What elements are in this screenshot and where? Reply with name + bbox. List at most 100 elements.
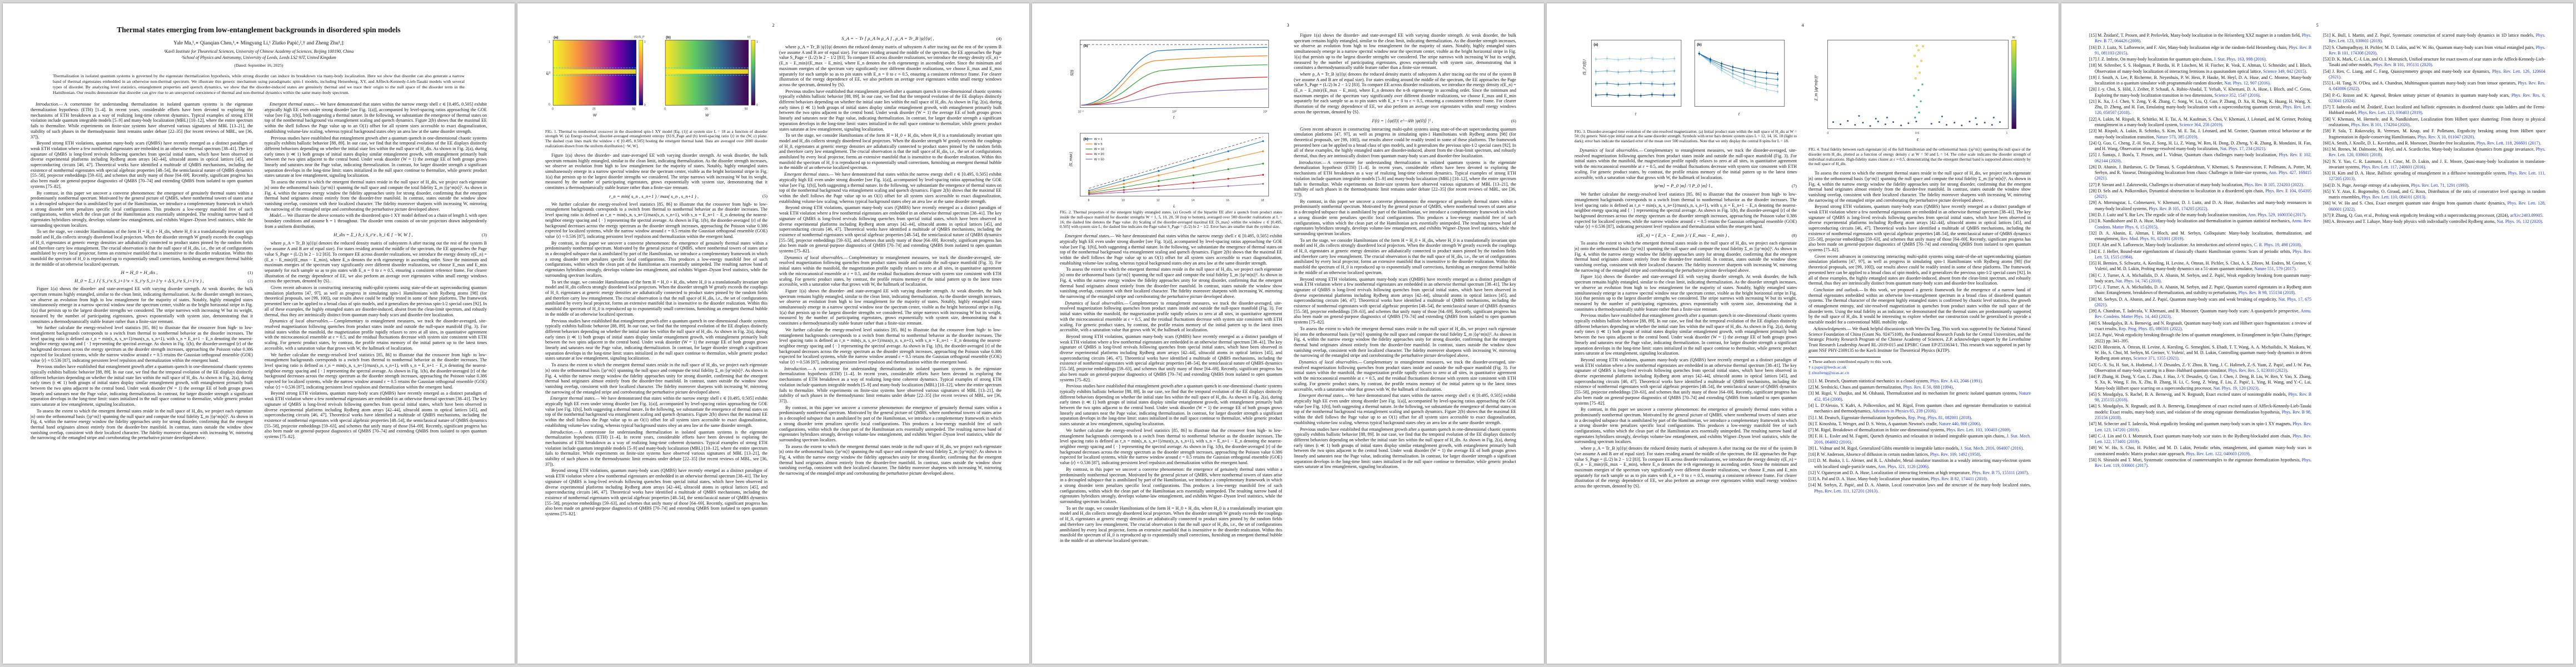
reference-text: . xyxy=(2127,50,2129,56)
svg-text:0.5: 0.5 xyxy=(1915,132,1919,135)
body-paragraph: Figure 1(a) shows the disorder- and stat… xyxy=(779,288,1001,326)
reference-item: [24] Q. Guo, C. Cheng, Z.-H. Sun, Z. Son… xyxy=(2089,141,2311,152)
reference-link[interactable]: Phys. Rev. Lett. 53, 1515 (1984) xyxy=(2095,248,2311,260)
reference-link[interactable]: Phys. Rev. B 101, 174204 (2020) xyxy=(2351,122,2410,127)
reference-link[interactable]: Science 371, 1355 (2021) xyxy=(2133,356,2179,361)
reference-link[interactable]: Phys. Rev. Lett. 123, 147201 (2019) xyxy=(2095,421,2311,432)
affiliation-2: ²School of Physics and Astronomy, Univer… xyxy=(181,54,336,60)
reference-link[interactable]: Nat. Phys. 16, 132 (2020) xyxy=(2497,219,2542,225)
reference-link[interactable]: Nat. Phys. 19, 120 (2023) xyxy=(2213,385,2259,391)
reference-text: [42] D. Bluvstein, A. Omran, H. Levine, … xyxy=(2089,344,2311,361)
reference-link[interactable]: Phys. Rev. Lett. 123, 036403 (2019) xyxy=(2358,110,2422,116)
reference-link[interactable]: Nature 440, 900 (2006) xyxy=(1939,421,1980,426)
reference-link[interactable]: Nat. Phys. 17, 234 (2021) xyxy=(2220,146,2265,152)
reference-text: . xyxy=(2120,415,2122,420)
reference-link[interactable]: Phys. Rev. B 91, 081103 (2015) xyxy=(2095,44,2311,56)
reference-link[interactable]: Phys. Rev. Res. 4, 043006 (2022) xyxy=(2329,81,2545,92)
reference-link[interactable]: Phys. Rev. B 82, 174411 (2010) xyxy=(1931,476,1987,482)
reference-link[interactable]: Ann. Phys. 529, 1600350 (2017) xyxy=(2248,212,2305,217)
reference-text: [46] S. Moudgalya, N. Regnault, and B. A… xyxy=(2089,404,2311,415)
reference-link[interactable]: Nature 573, 385 (2019) xyxy=(2156,134,2198,140)
body-paragraph: Emergent thermal states.— We have demonst… xyxy=(545,396,768,428)
reference-link[interactable]: Annu. Rev. Condens. Matter Phys. 6, 15 (… xyxy=(2095,218,2311,230)
reference-link[interactable]: Phys. Rev. Lett. 122, 173401 (2019) xyxy=(2095,433,2311,445)
reference-link[interactable]: Phys. Rev. Lett. 123, 030601 (2019) xyxy=(2329,33,2545,44)
reference-link[interactable]: Phys. Rev. E 102, 062144 (2020) xyxy=(2095,152,2311,163)
reference-text: . xyxy=(2197,134,2199,140)
reference-link[interactable]: Phys. Rev. A 43, 2046 (1991) xyxy=(1930,378,1982,384)
reference-text: . xyxy=(2359,86,2360,92)
page-number: 3 xyxy=(1287,22,1289,28)
reference-link[interactable]: Phys. Rev. Lett. 118, 266601 (2017) xyxy=(2476,140,2540,146)
reference-link[interactable]: Phys. Rev. B 101, 195131 (2020) xyxy=(2373,62,2432,68)
reference-link[interactable]: Ann. Phys. 321, 1126 (2006) xyxy=(1877,464,1929,469)
svg-text:1: 1 xyxy=(2006,132,2008,135)
reference-link[interactable]: Phys. Rev. Lett. 120, 030601 (2018) xyxy=(2329,147,2545,158)
reference-link[interactable]: Phys. Rev. B 98, 235155 (2018) xyxy=(2095,391,2311,403)
reference-text: [37] C. J. Turner, A. A. Michailidis, D.… xyxy=(2089,285,2311,296)
reference-link[interactable]: arXiv:2403.09905 xyxy=(2510,212,2543,218)
reference-item: [47] M. Schecter and T. Iadecola, Weak e… xyxy=(2089,421,2311,433)
reference-link[interactable]: Rev. Mod. Phys. 91, 021001 (2019) xyxy=(2120,236,2184,242)
reference-link[interactable]: J. Stat. Mech. 2016, 064002 (2016) xyxy=(1814,434,2031,445)
body-paragraph: By contrast, in this paper we uncover a … xyxy=(545,240,768,278)
reference-link[interactable]: Phys. Rev. B 105, 174205 (2022) xyxy=(2149,206,2208,211)
reference-text: . xyxy=(2132,254,2134,260)
reference-text: . xyxy=(2381,38,2383,44)
reference-text: . xyxy=(1971,415,1972,420)
reference-link[interactable]: Phys. Rev. Lett. 126, 120604 (2021) xyxy=(2329,68,2545,79)
reference-link[interactable]: Nat. Phys. 14, 745 (2018) xyxy=(2115,278,2161,283)
reference-link[interactable]: z.papic@leeds.ac.uk xyxy=(1811,365,1847,370)
reference-link[interactable]: Phys. Rev. Lett. 128, 060601 (2022) xyxy=(2329,201,2545,212)
body-paragraph: By contrast, in this paper we uncover a … xyxy=(31,190,253,228)
reference-link[interactable]: Phys. Rev. Lett. 122, 040603 (2019) xyxy=(2186,451,2250,456)
reference-link[interactable]: Ann. Phys. 427, 168415 (2021) xyxy=(2095,170,2311,181)
body-paragraph: To assess the extent to which the emerge… xyxy=(1808,171,2031,203)
reference-link[interactable]: Phys. Rev. Lett. 119, 030601 (2017) xyxy=(2095,457,2311,469)
reference-link[interactable]: Rep. Prog. Phys. 85, 086501 (2022) xyxy=(2119,326,2182,332)
reference-link[interactable]: Phys. Rev. Lett. 103, 100403 (2009) xyxy=(1946,427,2010,433)
reference-link[interactable]: Phys. Rev. Lett. 117, 240601 (2016) xyxy=(2361,164,2425,170)
reference-text: [29] A. Morningstar, L. Colmenarez, V. K… xyxy=(2089,200,2311,211)
reference-link[interactable]: Phys. Rev. E 104, 054105 (2021) xyxy=(2095,188,2311,200)
reference-link[interactable]: J. Stat. Phys. 163, 998 (2016) xyxy=(2214,57,2266,62)
reference-link[interactable]: Phys. Rev. Lett. 111, 127201 (2013) xyxy=(1814,488,1877,494)
reference-link[interactable]: Phys. Rev. B 101, 174308 (2020) xyxy=(2329,44,2545,56)
reference-link[interactable]: Phys. Rev. 109, 1492 (1958) xyxy=(1930,452,1980,457)
column-right: [51] K. Bull, I. Martin, and Z. Papić, S… xyxy=(2323,33,2545,651)
reference-link[interactable]: Nat. Phys. 12, 907 (2016) xyxy=(2224,81,2270,86)
reference-link[interactable]: Nature 452, 854 (2008) xyxy=(1814,391,2031,402)
reference-text: [44] P. Zhang, H. Dong, Y. Gao, L. Zhao,… xyxy=(2089,374,2311,391)
body-paragraph: Introduction.— A cornerstone for understa… xyxy=(31,102,253,140)
reference-link[interactable]: Phys. Rev. E 50, 888 (1994) xyxy=(1903,385,1953,390)
reference-link[interactable]: C. R. Phys. 19, 498 (2018) xyxy=(2254,242,2301,248)
reference-link[interactable]: Phys. Rev. B 105, 224203 (2022) xyxy=(2244,182,2303,187)
reference-link[interactable]: Science 364, 256 (2019) xyxy=(2179,122,2223,127)
reference-link[interactable]: J. Stat. Mech. 2016, 064007 (2016) xyxy=(1960,445,2023,451)
reference-link[interactable]: Phys. Rev. Res. 5, 023010 (2023) xyxy=(2228,367,2288,373)
body-paragraph: To set the stage, we consider Hamiltonia… xyxy=(1294,237,1516,275)
reference-link[interactable]: Science 349, 842 (2015) xyxy=(2263,68,2306,74)
reference-link[interactable]: Phys. Rev. X 10, 011047 (2020) xyxy=(2417,134,2474,140)
reference-link[interactable]: Phys. Rev. Lett. 111, 127205 (2013) xyxy=(2329,171,2545,182)
reference-link[interactable]: Phys. Rev. Lett. 120, 050507 (2018) xyxy=(2095,104,2311,116)
reference-link[interactable]: Phys. Rev. B 75, 155111 (2007) xyxy=(1972,470,2028,475)
column-left: (a) 10⁻² 10⁰ 10² t S(t) (b) xyxy=(1060,33,1282,651)
reference-link[interactable]: Advances in Physics 65, 239 (2016) xyxy=(1872,409,1936,414)
reference-link[interactable]: Phys. Rev. Res. 6, 023041 (2024) xyxy=(2329,92,2545,103)
reference-link[interactable]: Phys. Rev. Lett. 71, 1291 (1993) xyxy=(2411,182,2469,188)
reference-link[interactable]: Nature 551, 579 (2017) xyxy=(2254,266,2296,272)
reference-link[interactable]: Phys. Rev. B 98, 235156 (2018) xyxy=(2095,409,2311,420)
reference-link[interactable]: Phys. Rev. B 98, 155134 (2018) xyxy=(2238,290,2295,296)
reference-link[interactable]: zhuzheng@ucas.ac.cn xyxy=(1811,370,1849,376)
reference-link[interactable]: Nat. Phys. 17, 675 (2021) xyxy=(2095,296,2311,307)
reference-link[interactable]: Phys. Rev. B 77, 064426 (2008) xyxy=(2095,33,2311,44)
reference-link[interactable]: Phys. Rev. Lett. 110, 084101 (2013) xyxy=(2361,195,2425,200)
scatter-baseline xyxy=(1832,120,2001,127)
reference-link[interactable]: Annu. Rev. Condens. Matter Phys. 14, 443… xyxy=(2095,308,2311,320)
reference-item: [45] S. Moudgalya, S. Rachel, B. A. Bern… xyxy=(2089,392,2311,404)
reference-link[interactable]: Science 352, 1547 (2016) xyxy=(2214,92,2260,98)
reference-text: [39] A. Chandran, T. Iadecola, V. Kheman… xyxy=(2089,308,2301,314)
reference-link[interactable]: Rep. Prog. Phys. 81, 082001 (2018) xyxy=(1908,415,1971,420)
reference-text: . xyxy=(2468,182,2469,188)
